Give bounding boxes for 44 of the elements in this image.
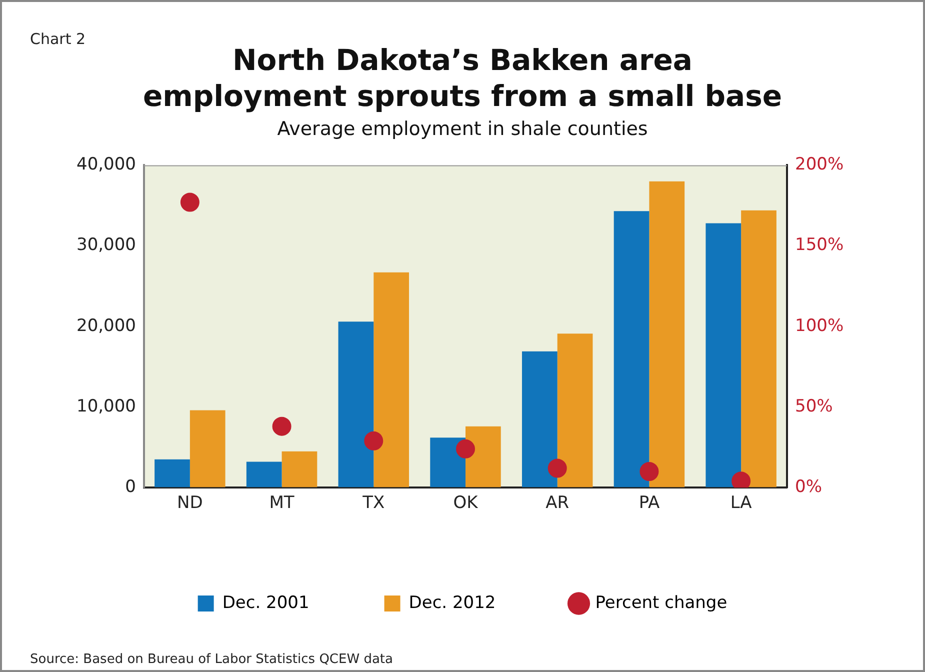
bar [649,181,685,488]
x-tick-label: MT [269,493,295,514]
chart-title: North Dakota’s Bakken area employment sprouts from a small base [142,43,782,113]
y2-tick-label: 50% [795,396,833,416]
x-tick-label: TX [362,493,386,514]
y-tick-label: 30,000 [76,235,136,256]
bar [374,272,410,488]
bar [741,210,776,488]
bar [430,438,466,488]
point [548,458,567,478]
bar [154,459,190,488]
y-tick-label: 10,000 [76,396,136,416]
bar [466,426,501,488]
caption: Chart 2 [30,30,86,48]
y2-tick-label: 100% [795,316,844,336]
bar [522,351,558,488]
point [272,416,292,436]
point [640,462,659,481]
y2-tick-label: 0% [795,477,822,498]
x-tick-label: OK [453,493,479,514]
x-tick-label: PA [638,493,660,514]
point [364,431,384,450]
chart-subtitle: Average employment in shale counties [276,118,649,140]
bar [190,410,226,488]
legend-label: Dec. 2012 [408,592,496,613]
y-tick-label: 40,000 [76,154,136,175]
x-tick-label: LA [730,493,752,514]
bar [282,451,318,488]
y2-tick-label: 150% [795,235,844,256]
point [456,439,475,458]
x-tick-label: ND [177,493,203,514]
bar [338,322,374,488]
point [180,192,200,212]
bar [706,223,742,488]
y2-tick-label: 200% [795,154,844,175]
source-note: Source: Based on Bureau of Labor Statistics QCEW data [30,652,393,667]
bar [246,462,282,488]
legend-label: Percent change [595,592,728,613]
y-tick-label: 20,000 [76,316,136,336]
x-tick-label: AR [546,493,570,514]
bar [557,334,593,488]
y-tick-label: 0 [125,477,136,498]
legend-label: Dec. 2001 [222,592,310,613]
bar [614,211,650,488]
